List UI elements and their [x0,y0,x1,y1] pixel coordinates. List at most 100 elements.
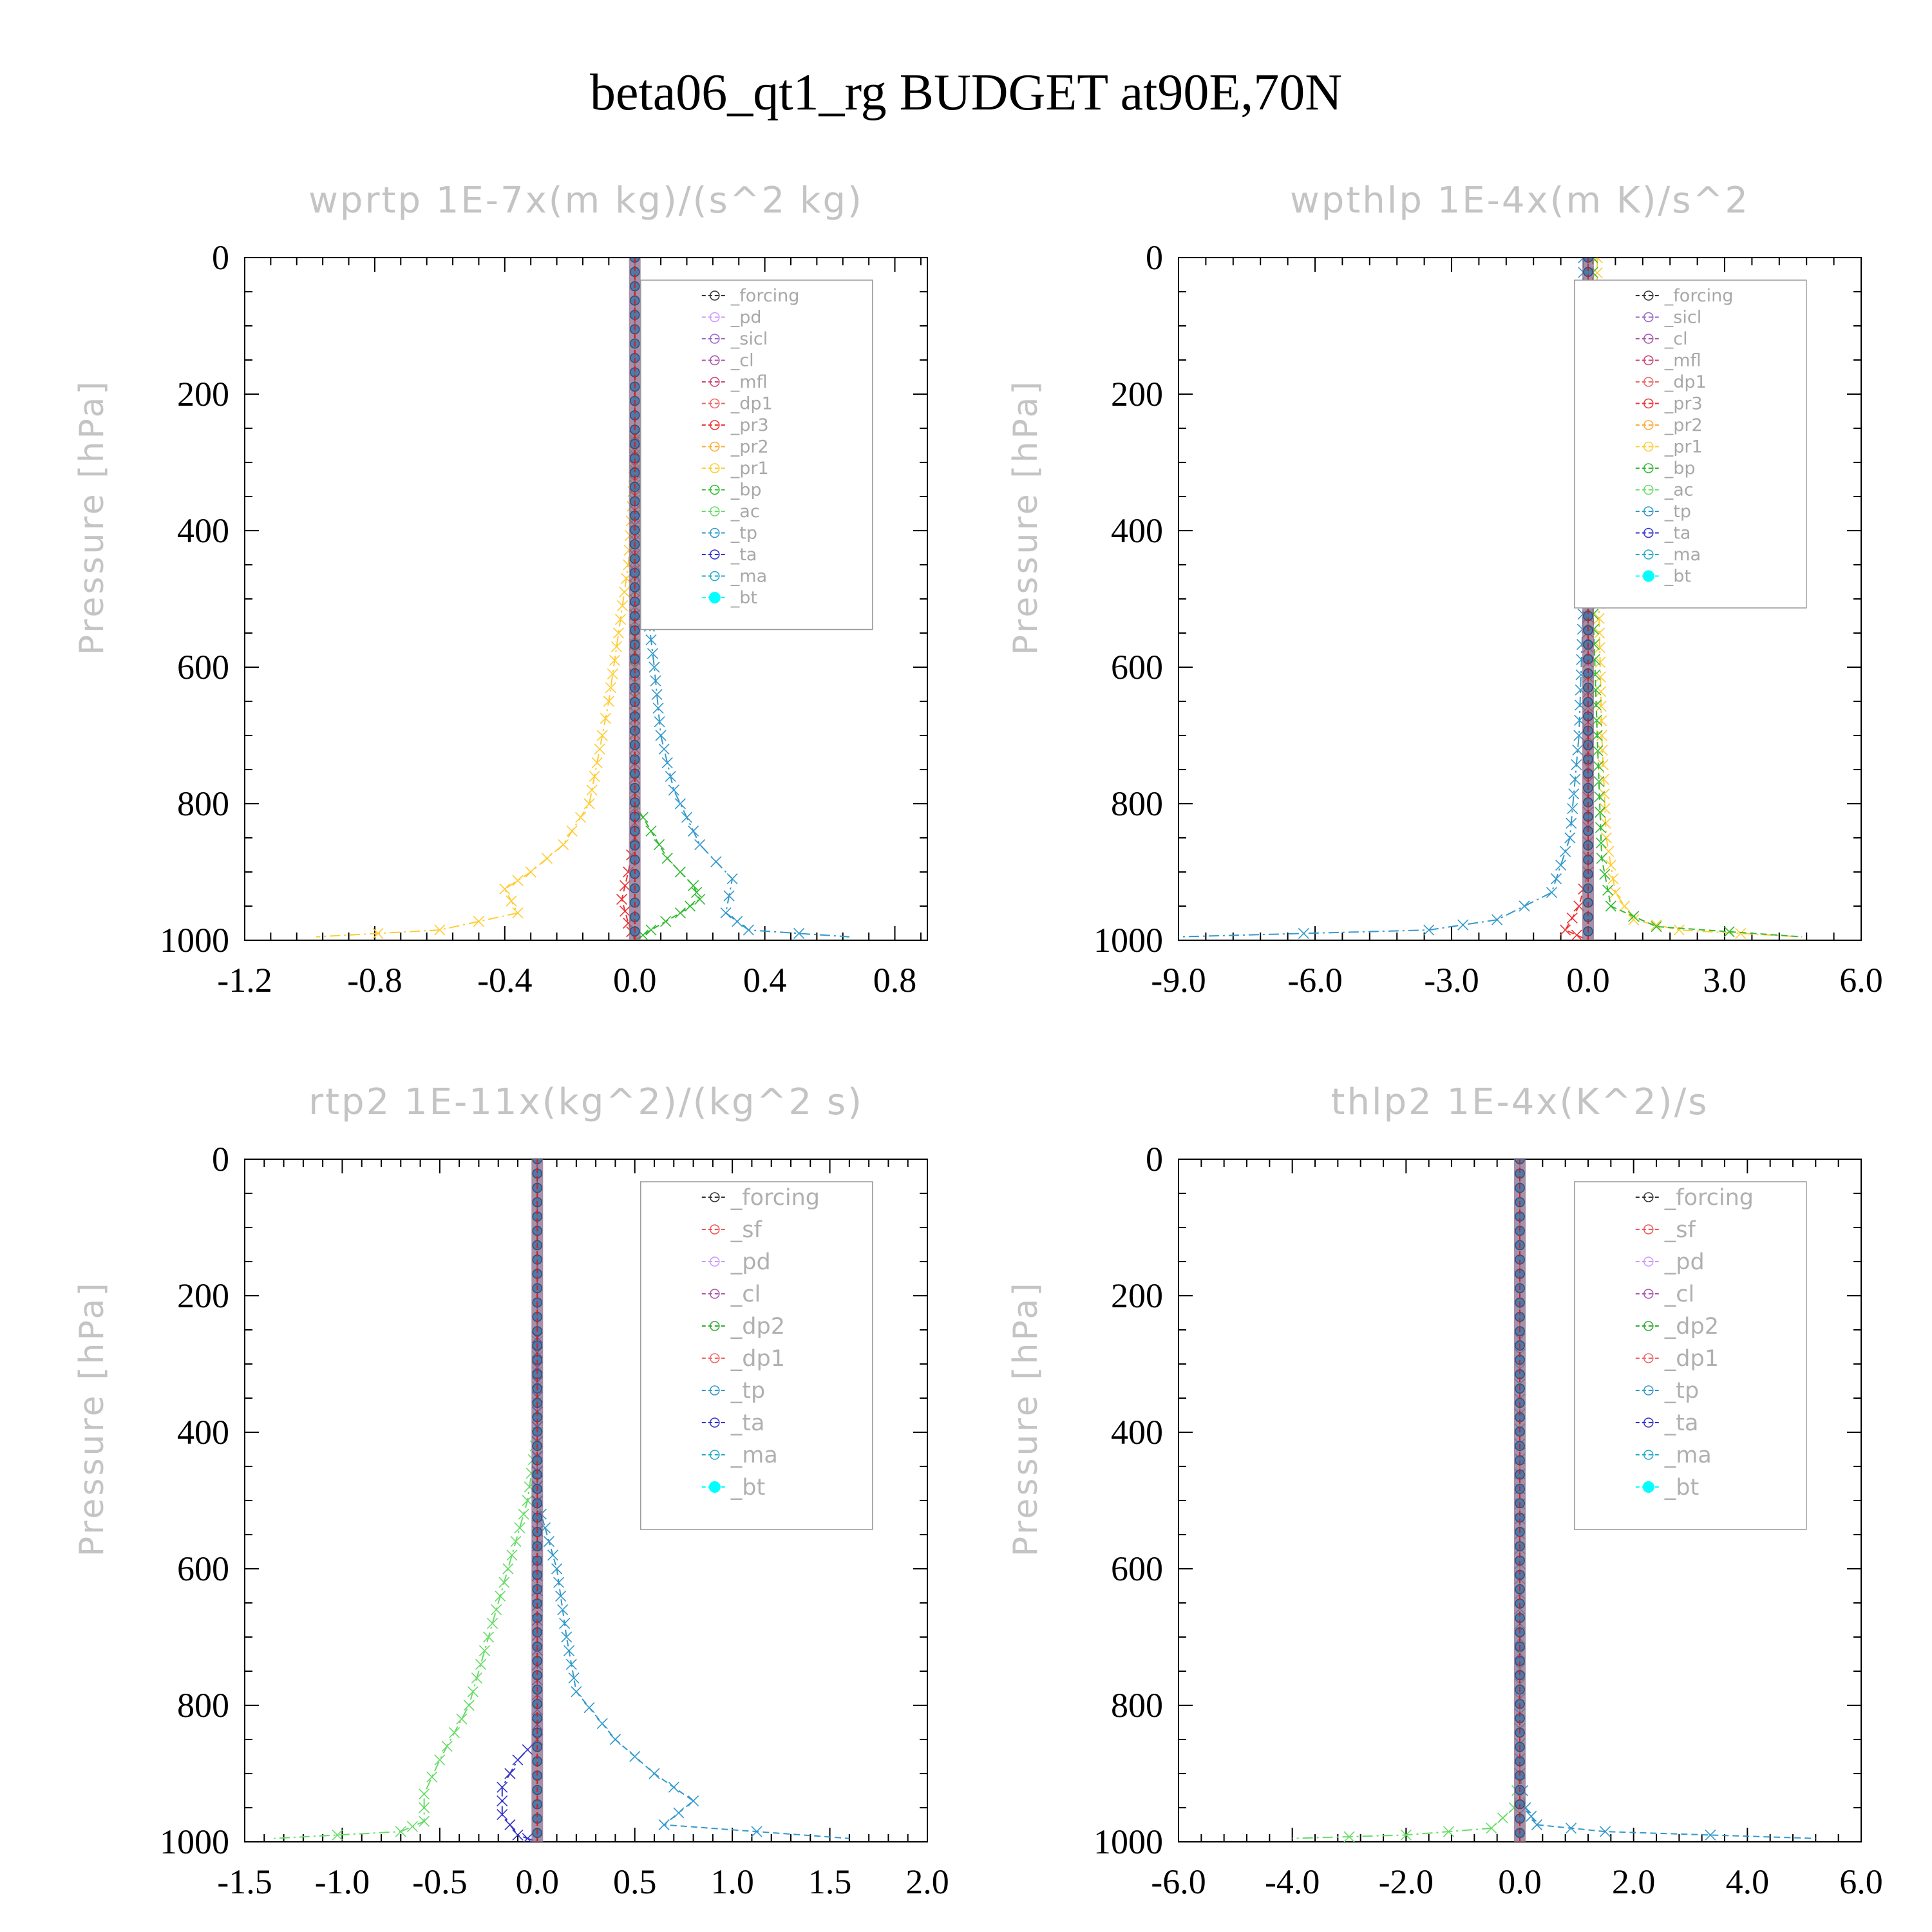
panel-title: rtp2 1E-11x(kg^2)/(kg^2 s) [308,1081,864,1123]
series-point [654,839,665,851]
series-point [1594,627,1605,639]
series-point [673,1807,685,1819]
series-point [732,916,743,927]
series-point [674,798,686,810]
series-point [1569,773,1581,785]
series-point [1651,919,1662,931]
legend-item: _forcing [1635,286,1733,306]
legend-marker [710,1192,720,1202]
legend-box [640,1181,873,1530]
legend-item: _dp1 [1635,372,1707,392]
series-point [654,716,665,728]
legend-label: _sf [1664,1217,1696,1243]
series-point [668,784,679,796]
series-point [563,1645,575,1656]
series-point [751,1826,762,1837]
series-point [1628,911,1640,922]
series-point [647,648,659,659]
series-point [332,1829,343,1841]
legend-label: _tp [1664,1378,1699,1404]
series-point [1568,788,1580,800]
series-point [449,1727,460,1738]
legend-marker [1643,1289,1654,1299]
legend-marker [710,398,720,409]
y-tick-label: 1000 [1094,921,1163,960]
series-point [566,825,578,837]
series-point [674,907,686,919]
series-point [1599,1826,1611,1837]
series-point [661,853,673,864]
legend: _forcing _sf _pd _cl _dp2 _dp1 _tp _ta _ma _bt [640,1181,873,1530]
legend-marker [1643,420,1654,430]
legend-label: _pd [730,1249,771,1275]
y-axis-label: Pressure [hPa] [1007,1280,1045,1557]
y-axis-label: Pressure [hPa] [1007,379,1045,655]
series-point [512,907,524,919]
y-tick-label: 600 [177,648,229,687]
series-point [1595,837,1607,849]
series-point [688,825,699,837]
series-point [645,634,657,646]
series-point [589,771,600,782]
series-point [620,905,631,917]
series-point [506,1549,518,1561]
legend-label: _ma [1664,545,1701,565]
legend-item: _bt [701,588,757,608]
series-point [650,675,661,687]
series-point [1609,887,1621,898]
x-tick-label: -4.0 [1265,1862,1320,1901]
x-tick-label: 0.0 [613,961,657,999]
series-point [1443,1826,1455,1837]
panel-title: wprtp 1E-7x(m kg)/(s^2 kg) [308,180,864,222]
legend-marker [1643,1321,1654,1331]
y-tick-label: 400 [177,511,229,550]
series-point [502,1563,514,1575]
series-point [1564,832,1576,844]
legend-label: _tp [730,524,757,544]
series-point [522,1833,533,1842]
series-point [1594,791,1605,802]
x-tick-label: -6.0 [1287,961,1342,999]
legend-marker [710,1256,720,1267]
series-point [395,1826,406,1837]
series-point [1599,803,1611,815]
series-point [512,875,524,886]
series-point [498,1577,510,1588]
series-point [620,880,631,891]
legend-item: _dp2 [701,1314,785,1340]
series-point [518,1508,529,1520]
legend-label: _ac [1664,480,1694,500]
legend-label: _dp2 [1664,1314,1719,1340]
series-point [688,880,699,891]
legend-item: _bt [1635,567,1691,587]
series-point [1565,1823,1577,1834]
x-tick-label: 0.8 [873,961,917,999]
series-point [1550,873,1562,885]
series-point [665,771,676,782]
legend-marker [710,1450,720,1460]
series-point [406,1821,419,1832]
panel-2: wpthlp 1E-4x(m K)/s^2 Pressure [hPa] 0 200 4… [1007,180,1883,999]
series-point [1555,859,1567,871]
legend-item: _dp1 [701,1346,785,1372]
legend-item: _tp [701,1378,765,1404]
legend-marker [710,1353,720,1363]
legend-marker [1643,290,1654,301]
x-tick-label: -3.0 [1424,961,1479,999]
series-tp [531,1159,849,1839]
series-line [316,258,636,938]
legend-label: _ma [1664,1443,1712,1468]
x-tick-label: -0.8 [347,961,402,999]
legend-marker [710,506,720,516]
y-tick-label: 200 [1111,375,1163,413]
series-point [426,1771,438,1783]
series-point [1605,859,1616,871]
y-tick-label: 1000 [160,1823,229,1861]
legend-marker [708,592,721,603]
legend-marker [1643,1385,1654,1396]
series-point [497,1781,508,1793]
series-point [583,798,595,810]
y-tick-label: 0 [1146,238,1163,277]
series-point [568,1672,580,1684]
legend-item: _ac [1635,480,1694,500]
